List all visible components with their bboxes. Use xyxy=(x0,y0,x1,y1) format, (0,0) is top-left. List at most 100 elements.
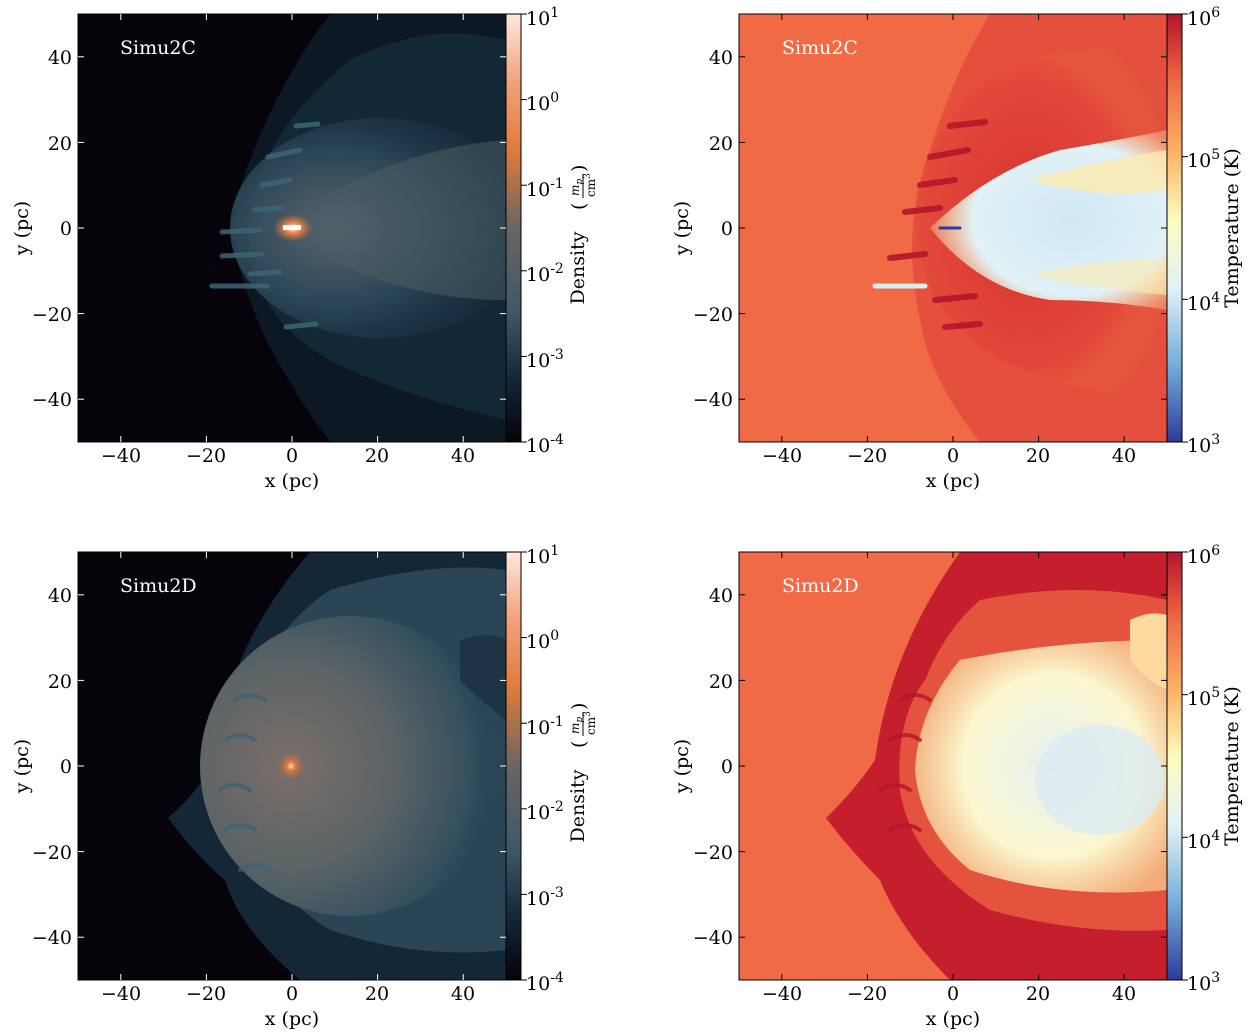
y-tick-label: 0 xyxy=(60,218,72,240)
x-tick-label: 20 xyxy=(1026,983,1050,1005)
panel-density-simu2c: Simu2C −40 −20 0 20 40 x (pc) 40 20 0 −2… xyxy=(11,5,598,492)
panel-temperature-simu2d: Simu2D −40 −20 0 20 40 x (pc) 40 20 0 −2… xyxy=(671,543,1243,1030)
y-axis-label: y (pc) xyxy=(671,201,693,256)
x-tick-label: −40 xyxy=(101,445,141,467)
x-tick-label: −20 xyxy=(847,983,887,1005)
colorbar-tick-label: 101 xyxy=(526,543,559,568)
y-tick-label: 20 xyxy=(48,133,72,155)
colorbar-tick-label: 10-1 xyxy=(526,176,564,201)
y-tick-label: 0 xyxy=(721,218,733,240)
colorbar-tick-label: 103 xyxy=(1187,970,1220,995)
svg-text:): ) xyxy=(568,703,590,710)
x-axis: −40 −20 0 20 40 x (pc) xyxy=(101,445,475,492)
colorbar-tick-label: 103 xyxy=(1187,432,1220,457)
colorbar-tick-label: 105 xyxy=(1187,685,1220,710)
x-tick-label: 0 xyxy=(947,983,959,1005)
y-tick-label: 0 xyxy=(60,756,72,778)
x-tick-label: −40 xyxy=(101,983,141,1005)
y-axis: 40 20 0 −20 −40 y (pc) xyxy=(671,47,733,411)
colorbar-label: Density ( mp cm3 ) xyxy=(567,165,598,305)
colorbar-tick-label: 101 xyxy=(526,5,559,30)
y-tick-label: −20 xyxy=(32,842,72,864)
colorbar-title: Density xyxy=(567,231,589,304)
x-tick-label: 0 xyxy=(286,983,298,1005)
colorbar-tick-label: 104 xyxy=(1187,290,1220,315)
density-map-simu2d xyxy=(78,552,506,980)
colorbar-tick-label: 10-4 xyxy=(526,970,564,995)
panel-density-simu2d: Simu2D −40 −20 0 20 40 x (pc) 40 20 0 −2… xyxy=(11,543,598,1030)
temperature-map-simu2d xyxy=(739,552,1167,980)
x-axis-label: x (pc) xyxy=(926,470,980,492)
x-tick-label: −40 xyxy=(762,983,802,1005)
x-tick-label: 20 xyxy=(1026,445,1050,467)
colorbar-tick-label: 100 xyxy=(526,628,559,653)
y-tick-label: 40 xyxy=(48,47,72,69)
colorbar-tick-label: 104 xyxy=(1187,828,1220,853)
x-axis: −40 −20 0 20 40 x (pc) xyxy=(762,445,1136,492)
y-tick-label: −20 xyxy=(32,304,72,326)
colorbar-title: Density xyxy=(567,769,589,842)
density-map-simu2c xyxy=(78,14,506,442)
y-axis: 40 20 0 −20 −40 y (pc) xyxy=(11,47,72,411)
svg-text:mp: mp xyxy=(568,179,585,196)
panel-label: Simu2C xyxy=(120,37,196,59)
x-tick-label: −20 xyxy=(847,445,887,467)
colorbar-label: Temperature (K) xyxy=(1221,148,1243,308)
colorbar-tick-label: 10-4 xyxy=(526,432,564,457)
y-axis: 40 20 0 −20 −40 y (pc) xyxy=(11,585,72,949)
colorbar-tick-label: 10-2 xyxy=(526,261,564,286)
x-tick-label: 0 xyxy=(286,445,298,467)
x-tick-label: 20 xyxy=(365,983,389,1005)
colorbar-tick-label: 10-3 xyxy=(526,347,564,372)
colorbar-tick-label: 106 xyxy=(1187,543,1220,568)
colorbar: 101 100 10-1 10-2 10-3 10-4 Density ( mp… xyxy=(505,543,598,995)
svg-text:cm3: cm3 xyxy=(583,711,598,735)
colorbar-tick-label: 106 xyxy=(1187,5,1220,30)
x-axis-label: x (pc) xyxy=(265,470,319,492)
svg-text:(: ( xyxy=(568,741,590,748)
svg-text:mp: mp xyxy=(568,717,585,734)
temperature-map-simu2c xyxy=(739,14,1167,442)
panel-temperature-simu2c: Simu2C −40 −20 0 20 40 x (pc) 40 20 0 −2… xyxy=(671,5,1243,492)
svg-text:cm3: cm3 xyxy=(583,173,598,197)
x-tick-label: 40 xyxy=(451,983,475,1005)
y-tick-label: −40 xyxy=(32,927,72,949)
panel-label: Simu2D xyxy=(782,575,859,597)
panel-label: Simu2D xyxy=(120,575,197,597)
colorbar-label: Temperature (K) xyxy=(1221,686,1243,846)
x-axis-label: x (pc) xyxy=(926,1008,980,1030)
y-axis-label: y (pc) xyxy=(11,739,33,794)
y-tick-label: 20 xyxy=(48,671,72,693)
colorbar-tick-label: 105 xyxy=(1187,147,1220,172)
tick-marks xyxy=(78,13,1188,981)
colorbar-label: Density ( mp cm3 ) xyxy=(567,703,598,843)
y-tick-label: 40 xyxy=(48,585,72,607)
svg-text:(: ( xyxy=(568,203,590,210)
y-axis: 40 20 0 −20 −40 y (pc) xyxy=(671,585,733,949)
colorbar-tick-labels: 101 100 10-1 10-2 10-3 10-4 xyxy=(526,543,564,995)
x-axis: −40 −20 0 20 40 x (pc) xyxy=(101,983,475,1030)
x-tick-label: −40 xyxy=(762,445,802,467)
y-tick-label: 20 xyxy=(709,671,733,693)
x-axis: −40 −20 0 20 40 x (pc) xyxy=(762,983,1136,1030)
x-tick-label: −20 xyxy=(186,983,226,1005)
colorbar: 106 105 104 103 Temperature (K) xyxy=(1166,5,1243,457)
colorbar-tick-label: 10-3 xyxy=(526,885,564,910)
y-tick-label: 40 xyxy=(709,585,733,607)
y-tick-label: −40 xyxy=(693,389,733,411)
colorbar: 106 105 104 103 Temperature (K) xyxy=(1166,543,1243,995)
x-axis-label: x (pc) xyxy=(265,1008,319,1030)
colorbar-tick-label: 10-2 xyxy=(526,799,564,824)
svg-text:): ) xyxy=(568,165,590,172)
y-tick-label: 0 xyxy=(721,756,733,778)
x-tick-label: 20 xyxy=(365,445,389,467)
y-tick-label: 40 xyxy=(709,47,733,69)
y-tick-label: −40 xyxy=(693,927,733,949)
colorbar-tick-labels: 106 105 104 103 xyxy=(1187,543,1220,995)
x-tick-label: 40 xyxy=(451,445,475,467)
x-tick-label: −20 xyxy=(186,445,226,467)
y-axis-label: y (pc) xyxy=(11,201,33,256)
y-tick-label: −20 xyxy=(693,304,733,326)
colorbar-tick-labels: 101 100 10-1 10-2 10-3 10-4 xyxy=(526,5,564,457)
